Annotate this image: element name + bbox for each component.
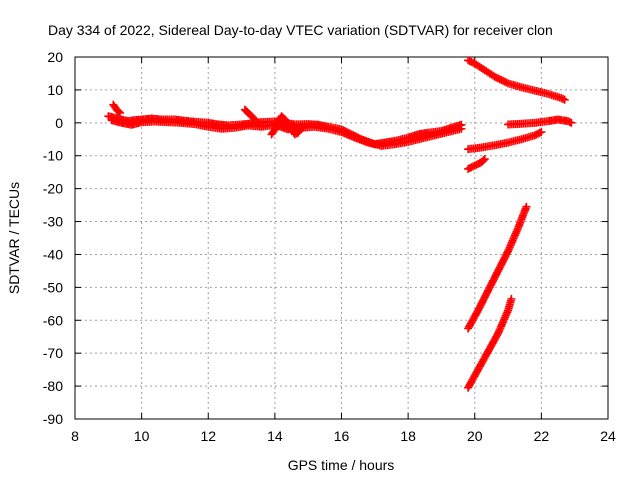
series-mid-right-flat: [504, 115, 576, 129]
data-point: [567, 118, 576, 127]
y-tick-labels: 20 10 0 -10 -20 -30 -40 -50 -60 -70 -80 -90: [43, 49, 63, 427]
x-axis-title: GPS time / hours: [288, 457, 395, 473]
y-tick-label: -10: [43, 148, 63, 164]
data-point: [560, 95, 569, 104]
data-point: [114, 107, 123, 116]
data-point: [479, 156, 488, 165]
y-tick-label: -40: [43, 246, 63, 262]
y-tick-label: -70: [43, 345, 63, 361]
data-point: [115, 108, 124, 117]
y-tick-label: -30: [43, 214, 63, 230]
y-axis-title: SDTVAR / TECUs: [6, 182, 22, 294]
series-spike-13h: [240, 105, 259, 124]
data-point: [507, 294, 516, 303]
x-tick-labels: 8 10 12 14 16 18 20 22 24: [71, 428, 616, 444]
chart-title: Day 334 of 2022, Sidereal Day-to-day VTE…: [48, 22, 553, 38]
data-point: [522, 202, 531, 211]
y-tick-label: -50: [43, 279, 63, 295]
data-point: [249, 114, 258, 123]
series-upper-right: [464, 56, 569, 104]
x-tick-label: 20: [467, 428, 483, 444]
axis-ticks: [74, 56, 609, 420]
x-tick-label: 24: [600, 428, 616, 444]
x-tick-label: 14: [267, 428, 283, 444]
data-point: [480, 155, 489, 164]
data-point: [559, 94, 568, 103]
data-point: [297, 123, 306, 132]
y-tick-label: -60: [43, 312, 63, 328]
x-tick-label: 10: [134, 428, 150, 444]
data-point: [250, 115, 259, 124]
x-tick-label: 22: [534, 428, 550, 444]
series-wiggle-14h: [267, 112, 306, 139]
series-steep-lower: [464, 294, 516, 392]
y-tick-label: -90: [43, 411, 63, 427]
data-point: [296, 125, 305, 134]
x-tick-label: 16: [334, 428, 350, 444]
series-steep-upper: [464, 202, 531, 333]
y-tick-label: 10: [47, 82, 63, 98]
grid-lines: [75, 57, 608, 419]
data-point: [502, 78, 511, 87]
series-short-segment: [464, 155, 489, 173]
y-tick-label: 20: [47, 49, 63, 65]
y-tick-label: -80: [43, 378, 63, 394]
series-spike-9h: [109, 100, 124, 117]
data-point: [565, 117, 574, 126]
x-tick-label: 12: [200, 428, 216, 444]
y-tick-label: 0: [55, 115, 63, 131]
data-point: [537, 128, 546, 137]
x-tick-label: 18: [400, 428, 416, 444]
data-points: [104, 56, 576, 392]
series-mid-right-rising: [464, 128, 546, 154]
data-point: [535, 128, 544, 137]
y-tick-label: -20: [43, 181, 63, 197]
data-point: [457, 124, 466, 133]
x-tick-label: 8: [71, 428, 79, 444]
